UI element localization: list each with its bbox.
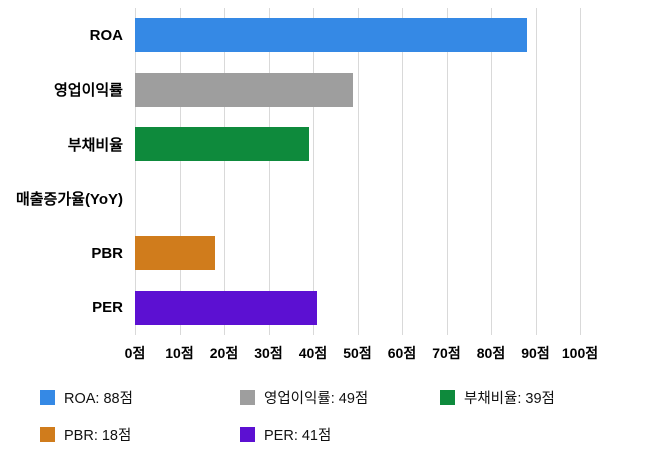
x-tick-label: 10점 (165, 345, 194, 361)
bar-row: 영업이익률 (54, 63, 580, 118)
gridline-50 (357, 8, 359, 335)
x-tick-label: 40점 (298, 345, 328, 361)
x-axis: 0점 10점 20점 30점 40점 50점 60점 70점 80점 90점 100점 (125, 343, 598, 363)
legend-label: 영업이익률: 49점 (264, 391, 369, 407)
category-label: ROA (89, 26, 123, 44)
bar (135, 72, 354, 107)
bar (135, 18, 527, 53)
legend: ROA: 88점 영업이익률: 49점 부채비율: 39점 PBR: 18점 PER: … (40, 387, 640, 445)
category-label: PBR (91, 244, 123, 262)
legend-swatch (40, 427, 55, 442)
x-tick-label: 0점 (124, 345, 146, 361)
gridline-30 (268, 8, 270, 335)
bar (135, 290, 318, 325)
legend-label: ROA: 88점 (64, 391, 133, 407)
x-tick-label: 70점 (432, 345, 461, 361)
gridline-100 (580, 8, 581, 335)
category-label: 부채비율 (67, 136, 123, 154)
legend-item: 영업이익률: 49점 (240, 387, 440, 408)
x-tick-label: 30점 (254, 345, 283, 361)
x-tick-label: 50점 (343, 345, 372, 361)
gridline-60 (402, 8, 403, 335)
x-tick-label: 80점 (476, 345, 506, 361)
gridline-20 (224, 8, 225, 335)
x-tick-label: 100점 (561, 345, 599, 361)
category-label: PER (92, 299, 123, 317)
legend-item: ROA: 88점 (40, 387, 240, 408)
legend-swatch (240, 390, 255, 405)
gridline-10 (179, 8, 181, 335)
legend-item: 부채비율: 39점 (440, 387, 640, 408)
gridline-40 (313, 8, 314, 335)
bar (135, 236, 216, 271)
category-label: 매출증가율(YoY) (15, 191, 123, 209)
legend-item: PER: 41점 (240, 424, 440, 445)
category-label: 영업이익률 (53, 82, 123, 100)
bar-row: 부채비율 (68, 117, 580, 172)
x-tick-label: 60점 (387, 345, 417, 361)
bar-row: PER (92, 281, 580, 336)
legend-swatch (440, 390, 455, 405)
legend-label: PER: 41점 (264, 428, 332, 444)
bar-row: ROA (90, 8, 580, 63)
gridline-80 (491, 8, 492, 335)
bar-row: 매출증가율(YoY) (16, 172, 580, 227)
legend-swatch (40, 390, 55, 405)
gridline-70 (446, 8, 448, 335)
bar (135, 127, 309, 162)
legend-swatch (240, 427, 255, 442)
legend-label: 부채비율: 39점 (464, 391, 555, 407)
gridline-0 (135, 8, 136, 335)
gridline-90 (535, 8, 537, 335)
x-tick-label: 90점 (521, 345, 550, 361)
legend-label: PBR: 18점 (64, 428, 132, 444)
bar-row: PBR (91, 226, 580, 281)
x-tick-label: 20점 (209, 345, 239, 361)
legend-item: PBR: 18점 (40, 424, 240, 445)
